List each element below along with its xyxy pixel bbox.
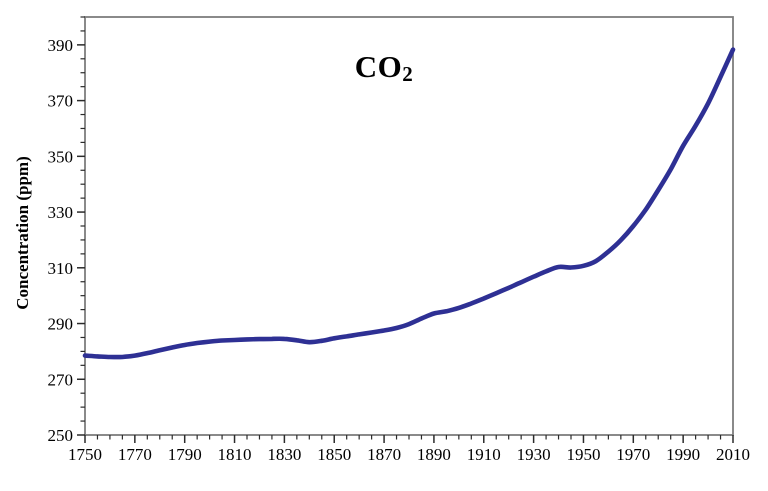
chart-title-main: CO (354, 49, 403, 84)
y-tick-label: 270 (48, 370, 74, 389)
x-tick-label: 1870 (367, 445, 401, 464)
chart-title-subscript: 2 (402, 62, 414, 86)
x-tick-label: 1790 (168, 445, 202, 464)
x-tick-label: 1910 (467, 445, 501, 464)
y-tick-label: 370 (48, 92, 74, 111)
y-tick-label: 250 (48, 426, 74, 445)
x-tick-label: 1810 (218, 445, 252, 464)
chart-title: CO2 (0, 49, 768, 85)
y-tick-label: 290 (48, 315, 74, 334)
y-tick-label: 350 (48, 147, 74, 166)
y-tick-label: 330 (48, 203, 74, 222)
y-tick-label: 310 (48, 259, 74, 278)
x-tick-label: 2010 (716, 445, 750, 464)
x-tick-label: 1890 (417, 445, 451, 464)
y-tick-label: 390 (48, 36, 74, 55)
co2-data-line (82, 47, 736, 360)
x-tick-label: 1990 (666, 445, 700, 464)
x-tick-label: 1950 (566, 445, 600, 464)
x-tick-label: 1770 (118, 445, 152, 464)
x-tick-label: 1750 (68, 445, 102, 464)
x-tick-label: 1930 (517, 445, 551, 464)
x-tick-label: 1850 (317, 445, 351, 464)
x-tick-label: 1970 (616, 445, 650, 464)
x-tick-label: 1830 (267, 445, 301, 464)
